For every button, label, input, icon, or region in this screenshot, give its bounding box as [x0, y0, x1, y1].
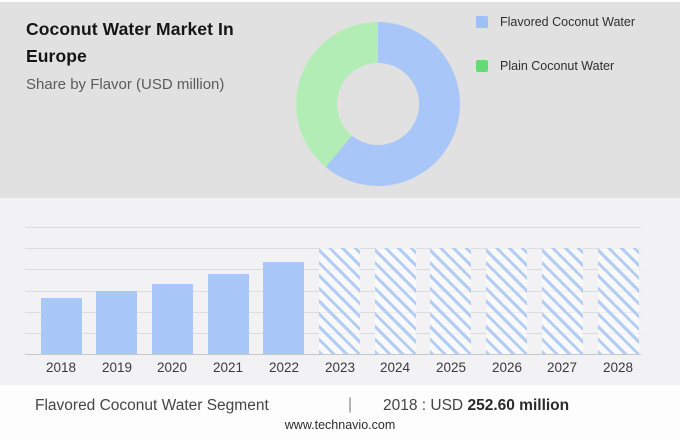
legend-label-flavored: Flavored Coconut Water	[500, 15, 636, 29]
caption-bar: Flavored Coconut Water Segment | 2018 : …	[0, 385, 680, 440]
donut-chart	[296, 22, 460, 186]
title-block: Coconut Water Market In Europe Share by …	[26, 16, 266, 93]
website-url: www.technavio.com	[284, 418, 396, 432]
bar-2018	[41, 298, 82, 354]
blue-square-swatch-icon	[476, 16, 488, 28]
forecast-bar-2023	[319, 248, 360, 354]
caption-separator: |	[348, 396, 353, 413]
bar-chart-panel: 2018 2019 2020 2021 2022 2023 2024 2025 2026 2027…	[0, 198, 680, 385]
forecast-bar-2027	[542, 248, 583, 354]
forecast-bar-2025	[430, 248, 471, 354]
forecast-bar-2026	[486, 248, 527, 354]
x-tick-2026: 2026	[491, 360, 523, 375]
header-panel: Coconut Water Market In Europe Share by …	[0, 2, 680, 198]
caption-value: 252.60 million	[467, 397, 570, 414]
caption-row: Flavored Coconut Water Segment | 2018 : …	[0, 396, 680, 417]
legend-label-plain: Plain Coconut Water	[500, 59, 615, 73]
bar-2019	[96, 291, 137, 354]
x-tick-2018: 2018	[45, 360, 77, 375]
legend-item-plain: Plain Coconut Water	[476, 59, 635, 73]
x-tick-2025: 2025	[435, 360, 467, 375]
gridline	[25, 227, 641, 228]
forecast-bar-2028	[598, 248, 639, 354]
page-title: Coconut Water Market In Europe	[26, 19, 234, 66]
x-tick-2020: 2020	[156, 360, 188, 375]
bar-2021	[208, 274, 249, 354]
x-tick-2019: 2019	[101, 360, 133, 375]
x-tick-2023: 2023	[324, 360, 356, 375]
bar-plot	[25, 227, 641, 355]
caption-segment-label: Flavored Coconut Water Segment	[35, 397, 269, 414]
caption-year-prefix: 2018 : USD	[383, 397, 464, 414]
x-tick-2021: 2021	[212, 360, 244, 375]
x-tick-2022: 2022	[268, 360, 300, 375]
x-axis-labels: 2018 2019 2020 2021 2022 2023 2024 2025 2026 2027…	[0, 360, 680, 380]
x-tick-2027: 2027	[546, 360, 578, 375]
legend: Flavored Coconut Water Plain Coconut Wat…	[476, 15, 635, 103]
x-tick-2028: 2028	[602, 360, 634, 375]
bar-2022	[263, 262, 304, 354]
legend-item-flavored: Flavored Coconut Water	[476, 15, 635, 29]
page-subtitle: Share by Flavor (USD million)	[26, 76, 225, 93]
green-square-swatch-icon	[476, 60, 488, 72]
donut-hole	[337, 63, 419, 145]
bar-2020	[152, 284, 193, 354]
x-tick-2024: 2024	[379, 360, 411, 375]
forecast-bar-2024	[375, 248, 416, 354]
caption-value-group: 2018 : USD 252.60 million	[383, 397, 569, 415]
